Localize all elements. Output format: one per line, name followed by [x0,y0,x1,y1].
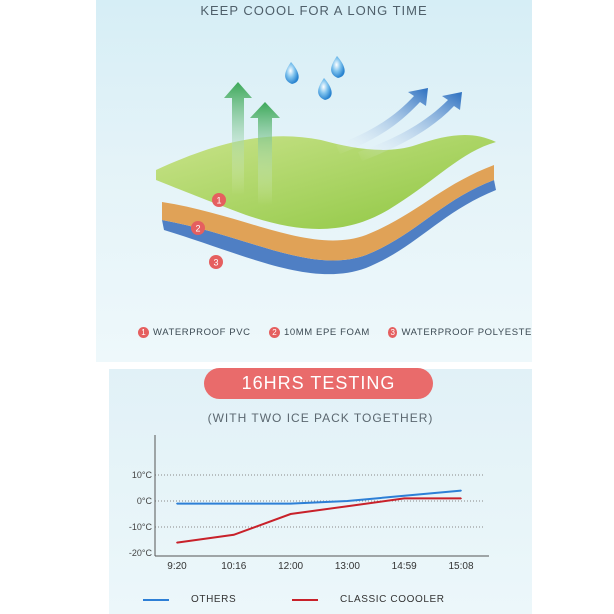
legend-marker-3: 3 [388,326,398,338]
legend-marker-1: 1 [138,326,149,338]
x-tick-label: 15:08 [448,561,473,572]
legend-classic-swatch [292,598,318,601]
arrow-blue-2-icon [358,92,462,161]
data-point [460,489,462,492]
svg-text:1: 1 [216,196,221,206]
x-tick-label: 14:59 [392,561,417,572]
testing-subtitle: (WITH TWO ICE PACK TOGETHER) [207,411,434,425]
data-point [176,541,178,544]
arrow-blue-1-icon [336,88,428,154]
legend-others: OTHERS [143,594,236,605]
x-tick-label: 9:20 [167,561,187,572]
legend-label-polyester: WATERPROOF POLYESTE [401,326,532,338]
legend-foam: 2 10MM EPE FOAM [269,325,370,339]
arrow-up-right-icon [250,102,280,205]
legend-classic: CLASSIC COOOLER [292,594,445,605]
svg-text:2: 2 [195,224,200,234]
legend-marker-2: 2 [269,326,280,338]
layers-illustration: 1 2 3 [156,56,496,275]
legend-classic-label: CLASSIC COOOLER [340,594,445,605]
data-point [289,513,292,515]
y-tick-label: -20°C [129,548,153,558]
data-point [403,497,406,500]
layer-polyester-shape [162,180,496,275]
legend-pvc: 1 WATERPROOF PVC [138,325,251,339]
x-tick-label: 12:00 [278,561,303,572]
data-point [346,505,349,507]
layer-marker-1 [212,193,226,207]
series-line-others [177,489,462,505]
data-point [233,534,235,536]
temperature-chart: 10°C 0°C -10°C -20°C 9:20 10:16 12:00 13:00 14:… [129,435,489,572]
data-point [346,500,349,502]
legend-others-swatch [143,598,169,601]
legend-label-pvc: WATERPROOF PVC [153,326,251,338]
water-drop-icon [318,78,332,100]
layer-marker-3 [209,255,223,269]
water-drop-icon [285,62,299,84]
data-point [233,502,235,505]
data-point [403,495,406,497]
y-tick-label: 0°C [137,496,153,506]
data-point [460,497,462,500]
test-panel [109,369,532,614]
y-tick-label: 10°C [132,470,153,480]
legend-label-foam: 10MM EPE FOAM [284,326,370,338]
water-drop-icon [331,56,345,78]
y-tick-label: -10°C [129,522,153,532]
layer-foam-shape [162,165,494,261]
svg-text:3: 3 [213,258,218,268]
testing-badge: 16HRS TESTING [204,368,433,399]
data-point [176,502,178,505]
arrow-up-left-icon [224,82,252,195]
legend-polyester: 3 WATERPROOF POLYESTE [388,325,532,339]
data-point [289,502,292,505]
x-tick-label: 13:00 [335,561,360,572]
page-title: KEEP COOOL FOR A LONG TIME [200,3,428,18]
legend-others-label: OTHERS [191,594,237,605]
x-tick-label: 10:16 [221,561,246,572]
series-line-classic [176,497,461,544]
layer-marker-2 [191,221,205,235]
